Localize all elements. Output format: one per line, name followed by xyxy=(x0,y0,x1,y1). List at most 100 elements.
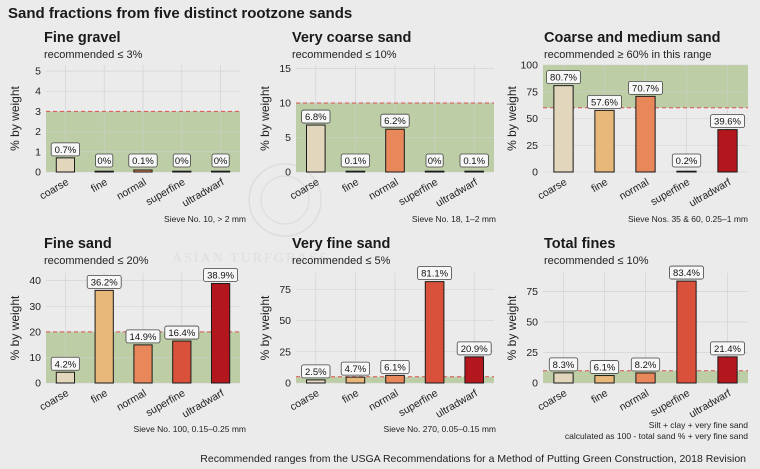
y-tick-label: 100 xyxy=(520,60,538,72)
bar-normal xyxy=(635,95,656,173)
data-label: 80.7% xyxy=(550,73,577,84)
bar-ultradwarf xyxy=(464,170,485,173)
x-tick-label: normal xyxy=(617,387,651,413)
data-label: 0% xyxy=(428,156,442,167)
x-tick-label: fine xyxy=(89,176,110,195)
y-tick-label: 25 xyxy=(526,347,538,359)
x-tick-label: normal xyxy=(617,176,651,202)
y-axis-label: % by weight xyxy=(505,295,519,360)
data-label-box xyxy=(203,268,239,282)
data-label-box xyxy=(50,142,81,157)
panel-subtitle: recommended ≤ 10% xyxy=(544,255,649,267)
data-label: 36.2% xyxy=(91,277,118,288)
sieve-note: Sieve No. 18, 1–2 mm xyxy=(412,214,496,224)
y-tick-label: 30 xyxy=(29,301,41,313)
x-tick-label: fine xyxy=(589,387,610,406)
x-tick-label: superfine xyxy=(397,176,441,208)
figure-title: Sand fractions from five distinct rootzo… xyxy=(8,5,352,22)
data-label-box xyxy=(125,329,161,344)
x-tick-label: ultradwarf xyxy=(434,176,480,209)
panel-title: Fine gravel xyxy=(44,30,121,46)
data-label-box xyxy=(95,153,114,168)
data-label-box xyxy=(671,153,702,168)
x-tick-label: coarse xyxy=(288,176,321,202)
data-label-box xyxy=(669,265,704,280)
data-label-box xyxy=(630,357,661,372)
panel-subtitle: recommended ≤ 10% xyxy=(292,49,397,61)
x-tick-label: fine xyxy=(340,387,361,406)
panel-title: Very fine sand xyxy=(292,236,390,252)
data-label: 0% xyxy=(175,156,189,167)
y-tick-label: 0 xyxy=(532,378,538,390)
data-label: 16.4% xyxy=(168,328,195,339)
data-label: 6.1% xyxy=(384,362,406,373)
y-tick-label: 50 xyxy=(526,316,538,328)
y-axis-label: % by weight xyxy=(8,85,22,150)
y-tick-label: 0 xyxy=(35,378,41,390)
bar-coarse xyxy=(55,371,76,384)
watermark-text: ASIAN TURFGRASS xyxy=(172,251,329,266)
bar-superfine xyxy=(676,280,697,384)
bar-fine xyxy=(594,375,615,384)
sieve-note: Sieve No. 270, 0.05–0.15 mm xyxy=(384,424,496,434)
y-tick-label: 10 xyxy=(279,97,291,109)
bar-fine xyxy=(594,109,615,173)
data-label-box xyxy=(628,80,663,95)
bar-normal xyxy=(133,344,153,384)
data-label-box xyxy=(301,364,331,379)
figure-caption: Recommended ranges from the USGA Recomme… xyxy=(200,453,746,465)
data-label: 57.6% xyxy=(591,97,618,108)
bar-fine xyxy=(345,170,366,173)
bar-coarse xyxy=(305,124,326,173)
y-tick-label: 5 xyxy=(285,132,291,144)
data-label: 39.6% xyxy=(714,117,741,128)
y-tick-label: 15 xyxy=(279,63,291,75)
bar-superfine xyxy=(424,281,445,384)
data-label: 4.7% xyxy=(345,364,367,375)
bar-ultradwarf xyxy=(464,356,485,384)
y-tick-label: 20 xyxy=(29,326,41,338)
y-tick-label: 0 xyxy=(35,167,41,179)
x-tick-label: ultradwarf xyxy=(180,176,226,209)
bar-superfine xyxy=(172,340,192,384)
y-tick-label: 4 xyxy=(35,86,41,98)
sieve-note: Silt + clay + very fine sand xyxy=(649,420,748,430)
data-label-box xyxy=(340,361,371,376)
data-label-box xyxy=(301,109,331,124)
y-tick-label: 10 xyxy=(29,352,41,364)
data-label: 38.9% xyxy=(207,270,234,281)
bar-ultradwarf xyxy=(717,356,738,384)
data-label: 2.5% xyxy=(305,367,327,378)
panel-title: Fine sand xyxy=(44,236,112,252)
x-tick-label: superfine xyxy=(649,176,693,208)
bar-normal xyxy=(385,374,405,384)
panel-title: Very coarse sand xyxy=(292,30,411,46)
x-tick-label: ultradwarf xyxy=(434,387,480,420)
data-label-box xyxy=(546,70,581,85)
bar-superfine xyxy=(676,170,697,173)
x-tick-label: normal xyxy=(367,387,401,413)
x-tick-label: ultradwarf xyxy=(687,176,733,209)
data-label: 0.2% xyxy=(676,156,698,167)
bar-normal xyxy=(133,169,153,173)
data-label-box xyxy=(164,325,200,340)
data-label-box xyxy=(710,341,745,356)
y-tick-label: 75 xyxy=(279,284,291,296)
y-tick-label: 5 xyxy=(35,66,41,78)
y-tick-label: 1 xyxy=(35,146,41,158)
calculation-note: calculated as 100 - total sand % + very … xyxy=(565,431,748,441)
y-tick-label: 75 xyxy=(526,286,538,298)
data-label: 0.7% xyxy=(55,145,77,156)
y-tick-label: 3 xyxy=(35,106,41,118)
data-label: 6.1% xyxy=(594,363,616,374)
bar-fine xyxy=(94,170,114,173)
y-axis-label: % by weight xyxy=(258,85,272,150)
data-label: 0.1% xyxy=(463,156,485,167)
y-tick-label: 0 xyxy=(532,167,538,179)
x-tick-label: coarse xyxy=(38,176,71,202)
x-tick-label: normal xyxy=(367,176,401,202)
data-label: 14.9% xyxy=(130,332,157,343)
data-label-box xyxy=(128,153,158,168)
data-label-box xyxy=(587,94,622,109)
x-tick-label: superfine xyxy=(397,387,441,419)
